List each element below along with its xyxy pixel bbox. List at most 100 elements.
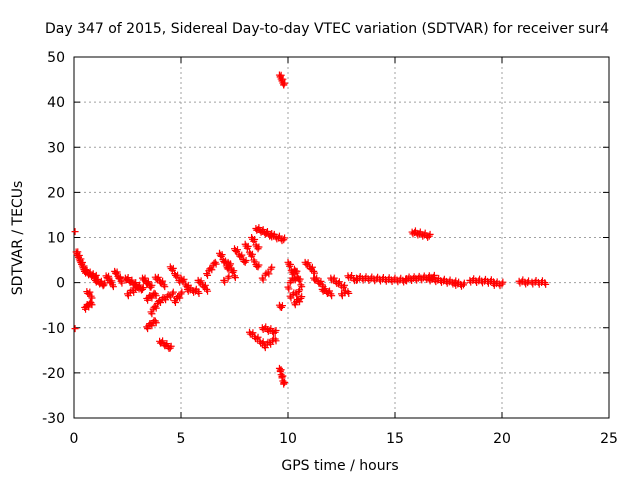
- data-point: [289, 276, 297, 284]
- x-tick-label: 5: [177, 431, 186, 447]
- data-point: [231, 274, 239, 282]
- data-point: [208, 266, 216, 274]
- data-point: [335, 278, 343, 286]
- data-point: [156, 298, 164, 306]
- y-tick-label: 40: [47, 95, 65, 111]
- x-axis-label: GPS time / hours: [281, 458, 398, 474]
- y-tick-labels: -30 -20 -10 0 10 20 30 40 50: [42, 50, 65, 427]
- data-point: [201, 281, 209, 289]
- data-point: [296, 275, 304, 283]
- data-point: [176, 294, 184, 302]
- x-tick-label: 25: [600, 431, 618, 447]
- data-point: [195, 289, 203, 297]
- chart-title: Day 347 of 2015, Sidereal Day-to-day VTE…: [45, 21, 609, 37]
- data-point: [159, 277, 167, 285]
- data-point: [308, 263, 316, 271]
- data-point: [174, 271, 182, 279]
- data-point: [313, 274, 321, 282]
- x-tick-labels: 0 5 10 15 20 25: [70, 431, 618, 447]
- data-point: [148, 310, 156, 318]
- y-tick-label: -30: [42, 411, 65, 427]
- data-point: [88, 294, 96, 302]
- data-point: [152, 292, 160, 300]
- data-point: [225, 272, 233, 280]
- data-point: [255, 243, 263, 251]
- data-point: [171, 298, 179, 306]
- data-point: [148, 281, 156, 289]
- data-point: [128, 276, 136, 284]
- data-point: [281, 79, 289, 87]
- data-point: [426, 230, 434, 238]
- data-point: [108, 277, 116, 285]
- data-point: [279, 377, 287, 385]
- data-point: [238, 251, 246, 259]
- y-axis-label: SDTVAR / TECUs: [10, 181, 26, 296]
- data-point: [169, 288, 177, 296]
- y-tick-label: 0: [56, 276, 65, 292]
- data-point: [251, 235, 259, 243]
- data-point: [330, 274, 338, 282]
- data-point: [460, 279, 468, 287]
- data-point: [101, 279, 109, 287]
- data-point: [88, 301, 96, 309]
- data-point: [265, 270, 273, 278]
- data-point: [293, 267, 301, 275]
- data-point: [272, 337, 280, 345]
- data-point: [248, 250, 256, 258]
- data-point: [178, 288, 186, 296]
- data-point: [154, 273, 162, 281]
- y-tick-label: 50: [47, 50, 65, 66]
- data-point: [161, 283, 169, 291]
- data-point: [291, 301, 299, 309]
- data-point: [277, 371, 285, 379]
- data-point: [144, 278, 152, 286]
- y-tick-label: 30: [47, 140, 65, 156]
- x-tick-label: 0: [70, 431, 79, 447]
- data-point: [317, 277, 325, 285]
- data-point: [86, 288, 94, 296]
- data-point: [542, 280, 550, 288]
- data-point: [71, 228, 79, 236]
- data-point: [275, 364, 283, 372]
- data-point: [340, 281, 348, 289]
- data-point: [278, 302, 286, 310]
- x-tick-label: 15: [386, 431, 404, 447]
- data-point: [167, 342, 175, 350]
- data-point: [296, 298, 304, 306]
- data-point: [280, 380, 288, 388]
- y-tick-label: 20: [47, 185, 65, 201]
- data-point: [345, 289, 353, 297]
- data-point: [163, 340, 171, 348]
- data-point: [311, 269, 319, 277]
- data-point: [218, 251, 226, 259]
- data-point: [249, 329, 257, 337]
- data-point: [116, 273, 124, 281]
- data-point: [525, 277, 533, 285]
- data-point: [259, 276, 267, 284]
- data-point: [159, 337, 167, 345]
- data-point: [212, 260, 220, 268]
- data-point: [105, 272, 113, 280]
- data-point: [242, 257, 250, 265]
- data-point: [244, 242, 252, 250]
- data-point: [233, 246, 241, 254]
- data-point: [71, 325, 79, 333]
- y-tick-label: -10: [42, 321, 65, 337]
- data-point: [297, 281, 305, 289]
- data-point: [204, 271, 212, 279]
- data-point: [169, 264, 177, 272]
- data-point: [328, 292, 336, 300]
- data-point: [148, 322, 156, 330]
- grid: [74, 57, 609, 418]
- data-point: [162, 296, 170, 304]
- data-point: [227, 260, 235, 268]
- data-point: [124, 274, 132, 282]
- data-point: [286, 260, 294, 268]
- data-point: [230, 267, 238, 275]
- data-points: [71, 71, 550, 388]
- data-point: [118, 279, 126, 287]
- data-point: [180, 275, 188, 283]
- data-point: [113, 268, 121, 276]
- data-point: [221, 278, 229, 286]
- data-point: [268, 263, 276, 271]
